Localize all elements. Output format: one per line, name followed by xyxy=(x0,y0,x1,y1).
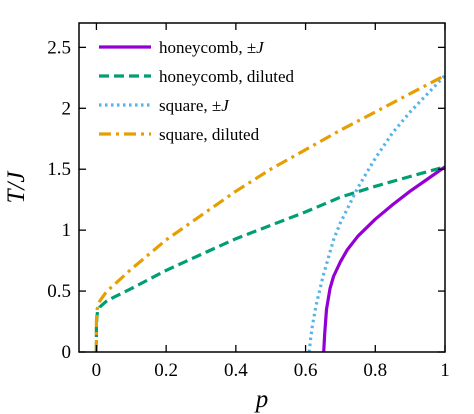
x-tick-label: 0 xyxy=(92,360,102,381)
plot-frame xyxy=(78,22,446,353)
axis-ticks: 0 0.2 0.4 0.6 0.8 1 0 0.5 1 1.5 2 2.5 xyxy=(47,23,450,381)
y-tick-label: 0 xyxy=(62,342,72,363)
legend-label-3: square, diluted xyxy=(159,125,260,144)
x-tick-label: 0.6 xyxy=(294,360,318,381)
y-tick-label: 1.5 xyxy=(47,159,71,180)
series-line-2 xyxy=(307,74,447,353)
x-tick-label: 1 xyxy=(440,360,450,381)
legend-label-2: square, ±J xyxy=(159,96,230,115)
series-line-0 xyxy=(322,165,446,353)
y-tick-label: 2.5 xyxy=(47,37,71,58)
legend: honeycomb, ±J honeycomb, diluted square, ±… xyxy=(99,38,295,144)
x-tick-label: 0.2 xyxy=(154,360,178,381)
x-tick-label: 0.8 xyxy=(363,360,387,381)
y-tick-label: 1 xyxy=(62,220,72,241)
y-tick-label: 2 xyxy=(62,98,72,119)
y-tick-label: 0.5 xyxy=(47,281,71,302)
legend-label-1: honeycomb, diluted xyxy=(159,67,295,86)
legend-label-0: honeycomb, ±J xyxy=(159,38,265,57)
series-line-3 xyxy=(94,73,446,352)
series-line-1 xyxy=(94,165,446,352)
series-lines xyxy=(94,73,447,353)
x-axis-label: p xyxy=(254,386,269,413)
y-axis-label: T/J xyxy=(3,170,30,204)
x-tick-label: 0.4 xyxy=(224,360,248,381)
